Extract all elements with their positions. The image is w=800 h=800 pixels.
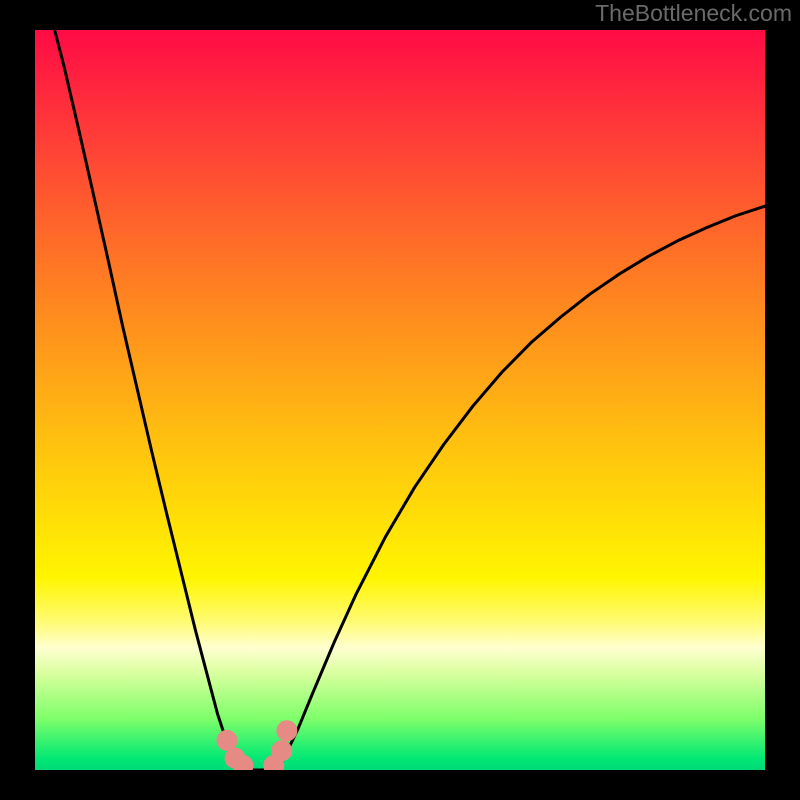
watermark-text: TheBottleneck.com [595, 0, 792, 27]
plot-background [35, 30, 765, 770]
stage: TheBottleneck.com [0, 0, 800, 800]
marker-dot [272, 741, 292, 761]
marker-dot [217, 730, 237, 750]
marker-dot [233, 756, 253, 776]
chart-svg [0, 0, 800, 800]
marker-dot [277, 721, 297, 741]
